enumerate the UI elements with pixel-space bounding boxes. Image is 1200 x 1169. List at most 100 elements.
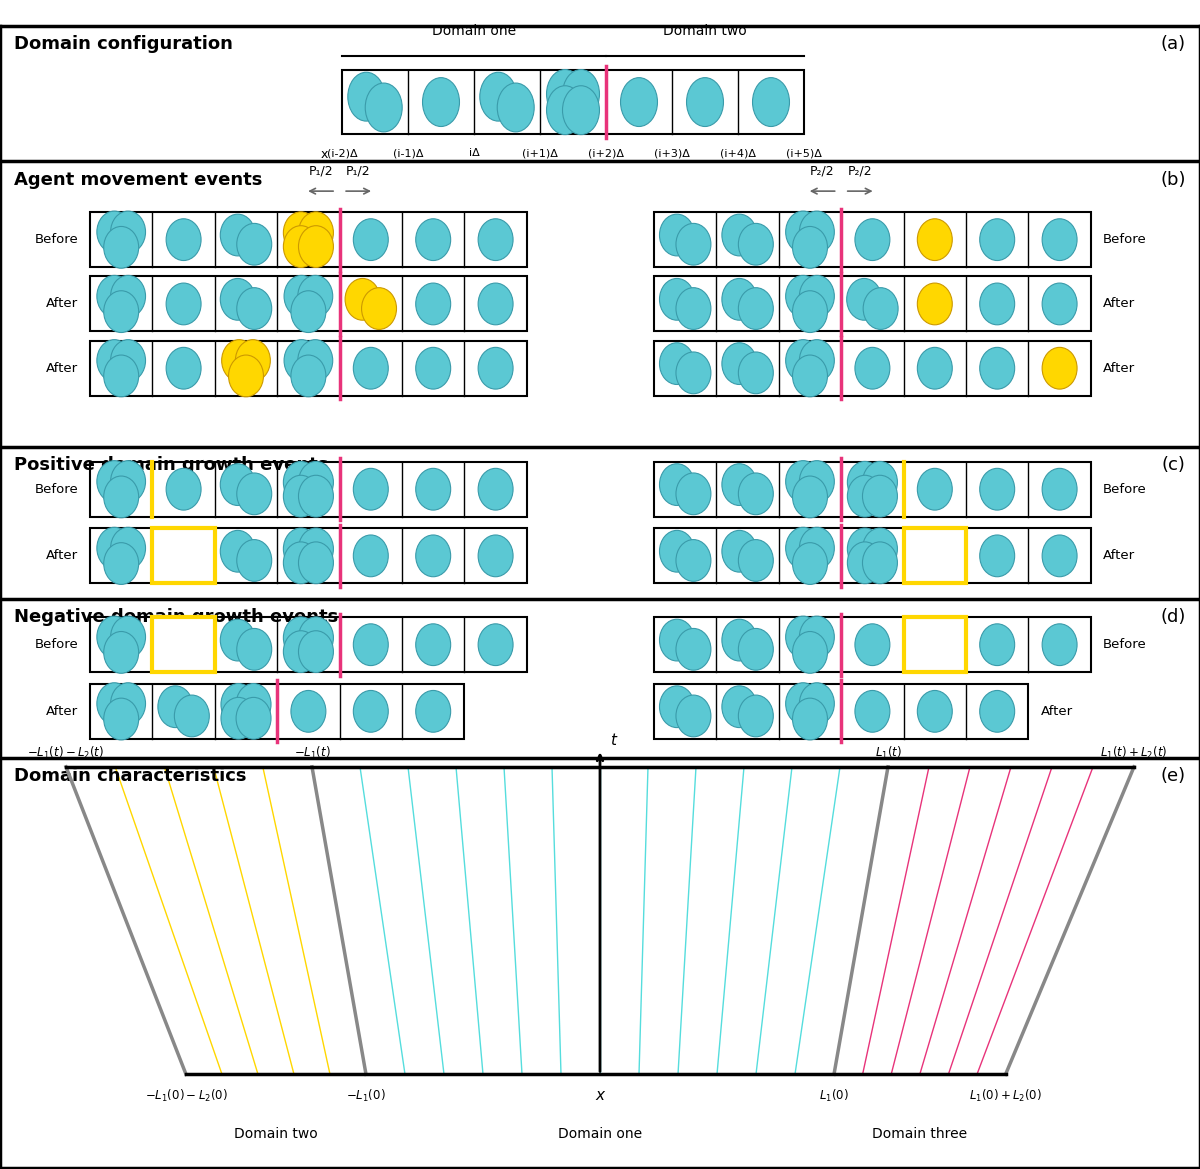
Text: After: After	[46, 549, 78, 562]
Ellipse shape	[299, 542, 334, 583]
Ellipse shape	[415, 535, 451, 576]
Ellipse shape	[221, 698, 256, 739]
Ellipse shape	[97, 212, 132, 253]
Ellipse shape	[917, 469, 953, 510]
Ellipse shape	[103, 476, 139, 518]
Ellipse shape	[110, 683, 145, 725]
Text: Before: Before	[1103, 233, 1146, 247]
Ellipse shape	[110, 616, 145, 658]
Ellipse shape	[283, 212, 318, 254]
Ellipse shape	[299, 617, 334, 658]
Ellipse shape	[353, 469, 389, 510]
Ellipse shape	[979, 347, 1015, 389]
Ellipse shape	[546, 69, 583, 118]
Bar	[342, 70, 804, 134]
Ellipse shape	[863, 528, 898, 569]
Ellipse shape	[97, 461, 132, 503]
Ellipse shape	[348, 72, 385, 122]
Ellipse shape	[563, 85, 600, 134]
Text: (d): (d)	[1160, 608, 1186, 625]
Ellipse shape	[236, 698, 271, 739]
Ellipse shape	[415, 347, 451, 389]
Ellipse shape	[738, 223, 773, 265]
Ellipse shape	[854, 219, 890, 261]
Ellipse shape	[738, 696, 773, 736]
Ellipse shape	[979, 691, 1015, 732]
Bar	[654, 462, 1091, 517]
Ellipse shape	[660, 278, 695, 320]
Text: (c): (c)	[1162, 456, 1186, 473]
Bar	[904, 528, 966, 583]
Ellipse shape	[847, 476, 882, 517]
Text: Domain two: Domain two	[234, 1127, 318, 1141]
Ellipse shape	[863, 542, 898, 583]
Ellipse shape	[103, 291, 139, 332]
Ellipse shape	[478, 535, 514, 576]
Ellipse shape	[236, 288, 271, 330]
Text: (i+3)Δ: (i+3)Δ	[654, 148, 690, 158]
Ellipse shape	[792, 355, 828, 396]
Ellipse shape	[799, 616, 834, 658]
Bar	[654, 617, 1091, 672]
Ellipse shape	[415, 283, 451, 325]
Ellipse shape	[660, 214, 695, 256]
Bar	[90, 462, 527, 517]
Ellipse shape	[752, 77, 790, 126]
Ellipse shape	[365, 83, 402, 132]
Ellipse shape	[236, 540, 271, 581]
Ellipse shape	[221, 531, 256, 572]
Ellipse shape	[792, 291, 828, 332]
Ellipse shape	[158, 686, 193, 727]
Ellipse shape	[792, 631, 828, 673]
Ellipse shape	[786, 340, 821, 381]
Ellipse shape	[686, 77, 724, 126]
Ellipse shape	[738, 629, 773, 670]
Ellipse shape	[290, 355, 326, 396]
Ellipse shape	[979, 535, 1015, 576]
Ellipse shape	[103, 227, 139, 268]
Ellipse shape	[415, 219, 451, 261]
Ellipse shape	[847, 278, 882, 320]
Ellipse shape	[676, 540, 710, 581]
Ellipse shape	[792, 542, 828, 584]
Text: After: After	[1103, 297, 1135, 311]
Bar	[90, 276, 527, 332]
Ellipse shape	[738, 540, 773, 581]
Ellipse shape	[847, 528, 882, 569]
Ellipse shape	[676, 629, 710, 670]
Ellipse shape	[221, 464, 256, 505]
Ellipse shape	[221, 278, 256, 320]
Text: $L_1(0)+L_2(0)$: $L_1(0)+L_2(0)$	[970, 1088, 1042, 1105]
Text: t: t	[610, 733, 616, 748]
Ellipse shape	[283, 528, 318, 569]
Text: After: After	[1103, 361, 1135, 375]
Ellipse shape	[722, 620, 757, 660]
Ellipse shape	[97, 276, 132, 317]
Ellipse shape	[299, 476, 334, 517]
Bar	[654, 276, 1091, 332]
Ellipse shape	[480, 72, 517, 122]
Ellipse shape	[478, 624, 514, 665]
Text: $-L_1(t)-L_2(t)$: $-L_1(t)-L_2(t)$	[28, 745, 104, 761]
Ellipse shape	[353, 219, 389, 261]
Ellipse shape	[660, 686, 695, 727]
Text: (e): (e)	[1160, 767, 1186, 784]
Ellipse shape	[1042, 535, 1078, 576]
Ellipse shape	[290, 691, 326, 732]
Text: x: x	[320, 148, 328, 161]
Ellipse shape	[284, 276, 319, 317]
Ellipse shape	[1042, 624, 1078, 665]
Ellipse shape	[299, 631, 334, 672]
Ellipse shape	[478, 219, 514, 261]
Text: Before: Before	[35, 233, 78, 247]
Bar	[654, 213, 1091, 268]
Ellipse shape	[299, 528, 334, 569]
Ellipse shape	[660, 531, 695, 572]
Bar	[654, 528, 1091, 583]
Text: (i-2)Δ: (i-2)Δ	[326, 148, 358, 158]
Ellipse shape	[299, 212, 334, 254]
Text: (i-1)Δ: (i-1)Δ	[392, 148, 424, 158]
Ellipse shape	[110, 212, 145, 253]
Ellipse shape	[917, 347, 953, 389]
Ellipse shape	[660, 464, 695, 505]
